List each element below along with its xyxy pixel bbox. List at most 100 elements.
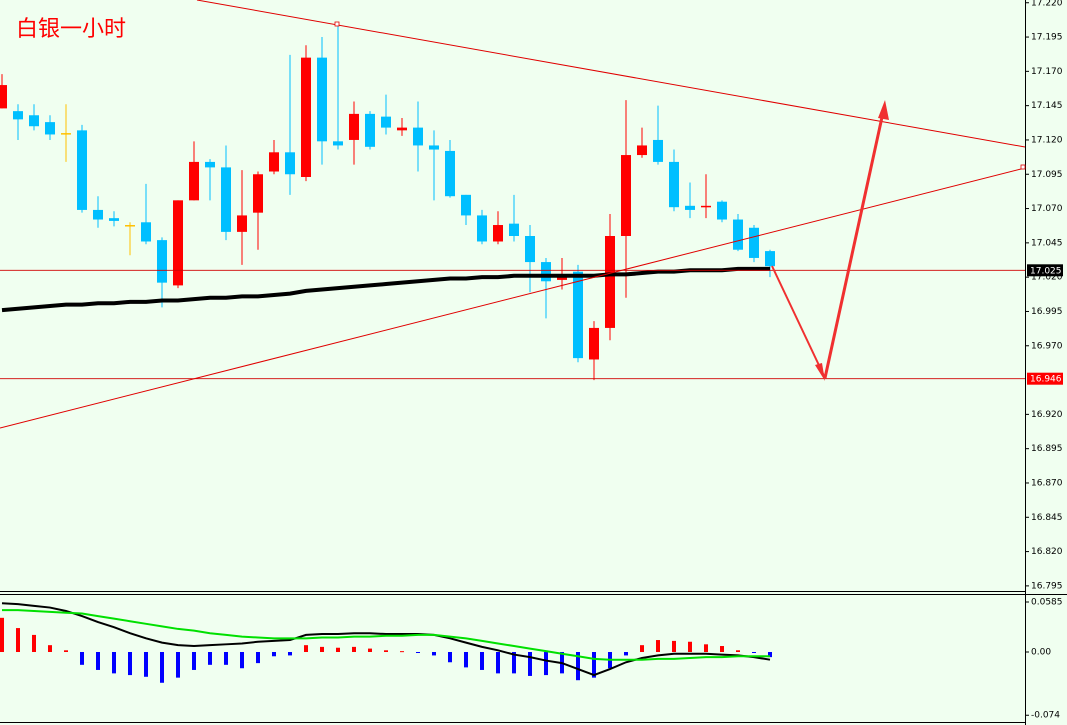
candle-body [349,113,359,140]
price-label-box [1027,264,1063,277]
histogram-bar [624,652,628,656]
y-tick-label: 16.870 [1031,478,1063,488]
candle-body [253,174,263,213]
y-tick-label: 0.0585 [1031,598,1063,608]
histogram-bar [48,645,52,653]
histogram-bar [304,645,308,653]
candle-body [653,139,663,162]
candle-body [0,85,7,109]
y-tick-label: 17.045 [1031,238,1063,248]
candle-body [509,223,519,236]
candle-body [621,155,631,236]
candle-body [701,205,711,208]
histogram-bar [32,634,36,653]
y-tick-label: 17.170 [1031,67,1063,77]
y-tick-label: 16.995 [1031,307,1063,317]
y-tick-label: 16.920 [1031,410,1063,420]
price-label-box [1027,372,1063,385]
trend-line [0,167,1026,429]
y-tick-label: 17.220 [1031,0,1063,8]
histogram-bar [192,652,196,670]
candle-body [589,327,599,360]
histogram-bar [576,652,580,681]
histogram-bar [768,652,772,658]
arrow-head [878,100,889,120]
histogram-bar [112,652,116,674]
candle-body [461,194,471,216]
candle-body [669,161,679,208]
histogram-bar [544,652,548,676]
candle-body [413,127,423,146]
histogram-bar [752,652,756,654]
drawings [0,0,1026,429]
candle-body [717,201,727,220]
candle-body [109,218,119,221]
moving-average [1,266,770,313]
price-label: 17.025 [1030,266,1062,276]
candle-body [429,145,439,150]
anchor [1020,164,1026,170]
histogram-bar [160,652,164,683]
histogram-bar [80,652,84,665]
candle-body [605,236,615,328]
histogram-bar [208,652,212,665]
histogram-bar [224,652,228,665]
histogram-bar [688,641,692,653]
candle-body [285,152,295,175]
histogram-bar [672,640,676,653]
histogram-bar [176,652,180,678]
candle-body [189,161,199,201]
histogram-bar [320,646,324,653]
histogram-bar [464,652,468,668]
y-tick-label: 17.145 [1031,101,1063,111]
candle-body [637,145,647,156]
candle-body [365,113,375,147]
indicator-line [2,609,770,661]
histogram-bar [96,652,100,670]
candle-body [477,215,487,242]
histogram-bar [256,652,260,664]
histogram-bar [400,651,404,653]
indicator-line [1,602,771,677]
y-tick-label: 0.00 [1031,648,1051,658]
y-tick-label: 16.845 [1031,513,1063,523]
candle-body [765,251,775,267]
histogram-bar [352,646,356,653]
y-tick-label: 17.120 [1031,135,1063,145]
histogram-bar [240,652,244,669]
candle-body [541,262,551,282]
histogram-bar [736,650,740,653]
candle-body [317,57,327,142]
histogram-bar [64,650,68,653]
candle-body [685,205,695,210]
candle-body [733,219,743,250]
y-tick-label: 17.070 [1031,204,1063,214]
candle-body [397,127,407,131]
histogram-bar [720,646,724,653]
candle-body [125,225,135,227]
histogram-bar [448,652,452,663]
candle-body [333,141,343,146]
histogram-bar [368,648,372,653]
y-tick-label: 16.970 [1031,341,1063,351]
y-tick-label: 16.895 [1031,444,1063,454]
histogram-bar [0,617,4,653]
histogram-bar [384,650,388,653]
candle-body [173,200,183,286]
candle-body [525,236,535,263]
candle-body [749,227,759,258]
price-label: 16.946 [1030,375,1062,385]
histogram-bar [656,640,660,653]
y-tick-label: 17.195 [1031,33,1063,43]
candle-body [221,167,231,232]
histogram-bar [128,652,132,676]
candle-body [29,115,39,127]
candle-body [573,271,583,359]
candle-body [301,57,311,177]
candle-body [77,130,87,210]
histogram-bar [528,652,532,676]
arrow-head [815,363,825,381]
histogram-bar [432,652,436,656]
